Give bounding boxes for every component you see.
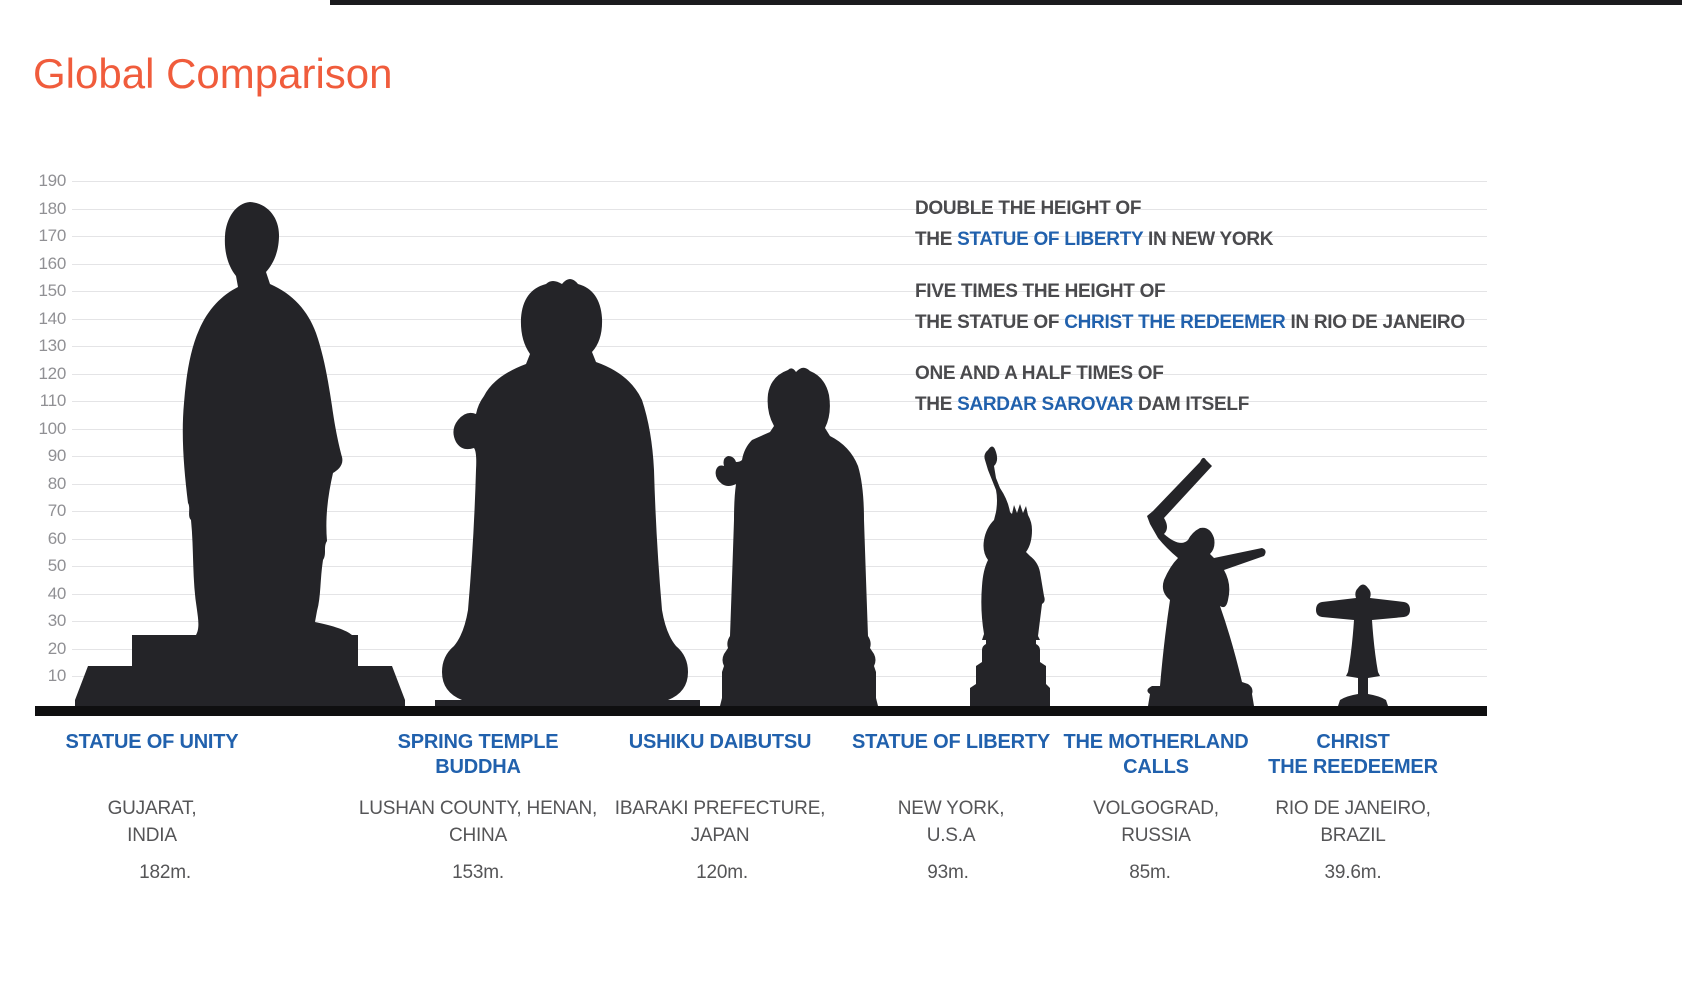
statue-location: IBARAKI PREFECTURE, JAPAN xyxy=(614,798,826,846)
statue-height-label: 39.6m. xyxy=(1324,862,1382,883)
gridline xyxy=(72,318,1487,320)
statue-location: VOLGOGRAD, RUSSIA xyxy=(1093,798,1219,846)
ushiku-daibutsu-silhouette xyxy=(715,367,878,706)
axis-tick-label: 130 xyxy=(38,336,67,355)
annotation-sardar-sarovar: ONE AND A HALF TIMES OF THE SARDAR SAROV… xyxy=(915,358,1535,420)
axis-tick-label: 150 xyxy=(38,281,67,300)
annotation-line: DOUBLE THE HEIGHT OF xyxy=(915,198,1142,219)
gridline xyxy=(72,373,1487,375)
axis-tick-label: 160 xyxy=(38,253,67,273)
statue-height-label: 153m. xyxy=(452,862,504,883)
statue-location: NEW YORK, U.S.A xyxy=(897,798,1005,846)
axis-tick-label: 10 xyxy=(47,666,67,685)
gridline xyxy=(72,263,1487,265)
axis-tick-label: 110 xyxy=(39,391,67,410)
annotation-line: THE SARDAR SAROVAR DAM ITSELF xyxy=(915,394,1250,415)
annotation-line: ONE AND A HALF TIMES OF xyxy=(915,363,1164,384)
axis-tick-label: 20 xyxy=(47,638,67,658)
annotation-highlight: STATUE OF LIBERTY xyxy=(957,229,1144,250)
spring-temple-buddha-silhouette xyxy=(435,279,700,706)
annotation-statue-of-liberty: DOUBLE THE HEIGHT OF THE STATUE OF LIBER… xyxy=(915,193,1535,255)
gridline xyxy=(72,291,1487,292)
statue-height-label: 182m. xyxy=(139,862,191,883)
statue-location: RIO DE JANEIRO, BRAZIL xyxy=(1275,798,1431,846)
statue-location: GUJARAT, INDIA xyxy=(107,798,197,846)
statue-name-spring-temple-buddha: SPRING TEMPLE BUDDHA xyxy=(397,731,559,778)
statue-name-ushiku-daibutsu: USHIKU DAIBUTSU xyxy=(628,731,812,753)
statue-name-statue-of-liberty: STATUE OF LIBERTY xyxy=(851,731,1051,753)
christ-the-redeemer-silhouette xyxy=(1316,584,1410,706)
statue-name-statue-of-unity: STATUE OF UNITY xyxy=(65,731,239,753)
top-partial-bar xyxy=(330,0,1682,5)
axis-tick-label: 120 xyxy=(38,363,67,383)
axis-tick-label: 140 xyxy=(38,308,67,328)
gridline xyxy=(72,236,1487,237)
axis-tick-label: 80 xyxy=(47,473,67,493)
chart-baseline xyxy=(35,706,1487,716)
page-title: Global Comparison xyxy=(33,50,393,97)
statue-height-label: 85m. xyxy=(1129,862,1171,883)
gridline xyxy=(72,346,1487,347)
statue-height-label: 120m. xyxy=(696,862,748,883)
gridline xyxy=(72,208,1487,210)
annotation-highlight: CHRIST THE REDEEMER xyxy=(1064,312,1286,333)
axis-tick-label: 40 xyxy=(47,583,67,603)
statue-height-label: 93m. xyxy=(927,862,969,883)
axis-tick-label: 180 xyxy=(38,198,67,218)
annotation-line: THE STATUE OF CHRIST THE REDEEMER IN RIO… xyxy=(915,312,1465,333)
axis-tick-label: 100 xyxy=(38,418,67,438)
statue-name-the-motherland-calls: THE MOTHERLAND CALLS xyxy=(1063,731,1249,778)
statue-of-liberty-silhouette xyxy=(970,446,1050,706)
gridline xyxy=(72,181,1487,182)
annotation-line: FIVE TIMES THE HEIGHT OF xyxy=(915,281,1166,302)
annotation-highlight: SARDAR SAROVAR xyxy=(957,394,1134,415)
axis-tick-label: 60 xyxy=(47,528,67,548)
statue-of-unity-silhouette xyxy=(75,202,405,706)
statue-name-christ-the-reedeemer: CHRIST THE REEDEEMER xyxy=(1268,731,1438,778)
the-motherland-calls-silhouette xyxy=(1147,457,1266,706)
axis-tick-label: 50 xyxy=(47,556,67,575)
statue-location: LUSHAN COUNTY, HENAN, CHINA xyxy=(358,798,598,846)
annotation-line: THE STATUE OF LIBERTY IN NEW YORK xyxy=(915,229,1274,250)
axis-tick-label: 90 xyxy=(47,446,67,465)
axis-tick-label: 190 xyxy=(38,171,67,190)
axis-tick-label: 30 xyxy=(47,611,67,630)
axis-tick-label: 70 xyxy=(47,501,67,520)
axis-tick-label: 170 xyxy=(38,226,67,245)
annotation-christ-the-redeemer: FIVE TIMES THE HEIGHT OF THE STATUE OF C… xyxy=(915,276,1535,338)
